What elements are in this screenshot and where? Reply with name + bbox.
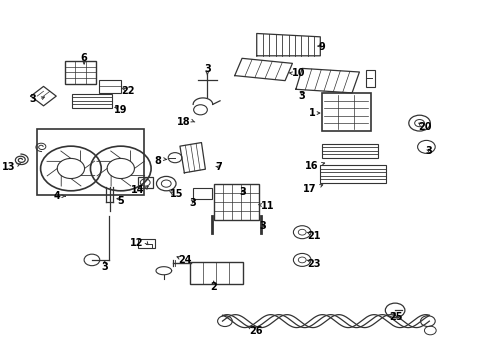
Text: 1: 1: [308, 108, 315, 118]
Text: 19: 19: [113, 105, 127, 115]
Text: 3: 3: [425, 146, 431, 156]
Text: 3: 3: [298, 91, 305, 101]
Text: 21: 21: [306, 231, 320, 241]
Text: 11: 11: [260, 201, 274, 211]
Text: 22: 22: [121, 86, 135, 96]
Text: 23: 23: [306, 258, 320, 269]
Text: 16: 16: [305, 161, 318, 171]
Text: 3: 3: [239, 186, 246, 197]
Text: 2: 2: [210, 282, 217, 292]
Text: 12: 12: [129, 238, 143, 248]
Text: 26: 26: [249, 326, 263, 336]
Text: 3: 3: [203, 64, 210, 74]
Text: 3: 3: [189, 198, 196, 208]
Text: 14: 14: [130, 185, 144, 195]
Text: 20: 20: [417, 122, 431, 132]
Text: 7: 7: [215, 162, 222, 172]
Text: 3: 3: [101, 262, 108, 273]
Text: 17: 17: [303, 184, 316, 194]
Text: 18: 18: [177, 117, 190, 127]
Text: 4: 4: [54, 191, 61, 201]
Text: 10: 10: [291, 68, 305, 78]
Text: 13: 13: [2, 162, 16, 172]
Text: 3: 3: [259, 221, 265, 231]
Text: 24: 24: [178, 255, 191, 265]
Text: 6: 6: [81, 53, 87, 63]
Text: 9: 9: [318, 42, 325, 52]
Text: 3: 3: [29, 94, 36, 104]
Text: 25: 25: [388, 312, 402, 322]
Text: 8: 8: [154, 156, 161, 166]
Text: 5: 5: [117, 196, 124, 206]
Text: 15: 15: [170, 189, 183, 199]
